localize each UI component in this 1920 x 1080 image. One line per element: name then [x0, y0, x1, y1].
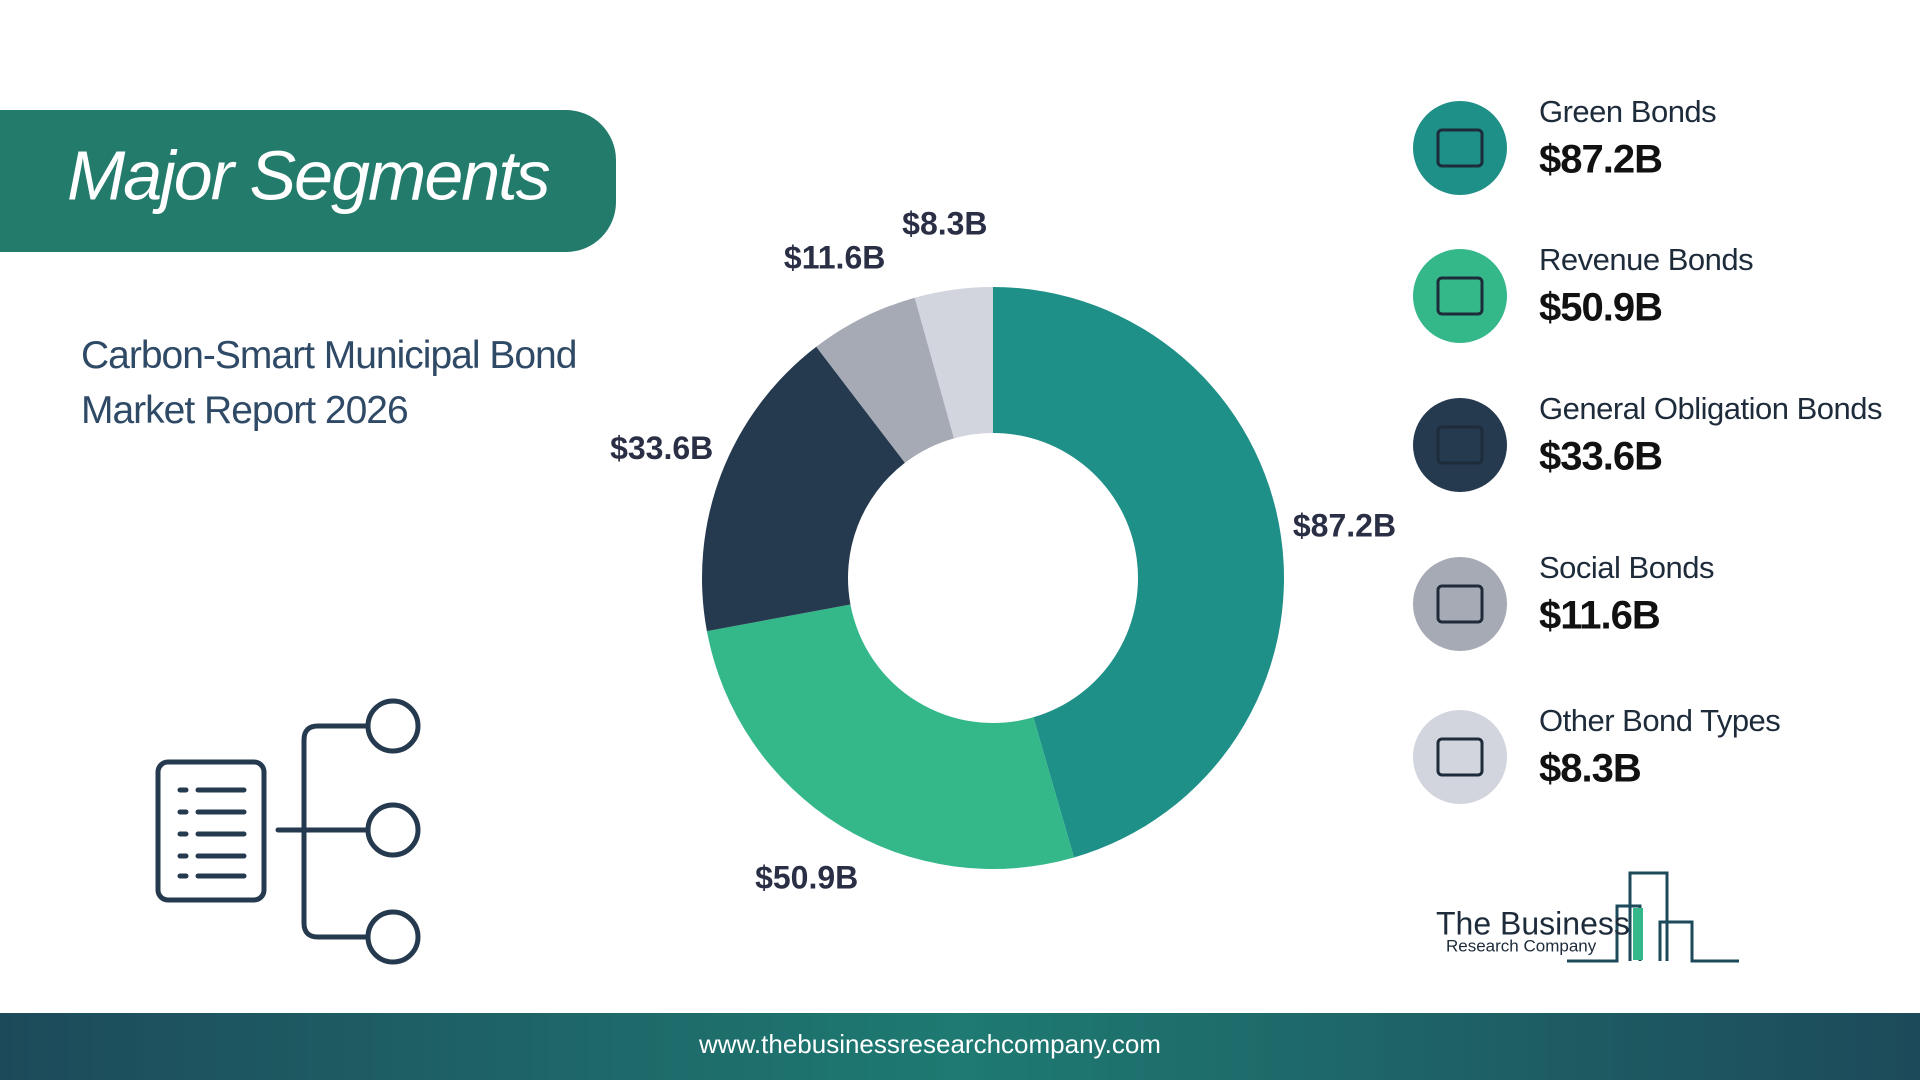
legend-glyph: [1436, 128, 1484, 168]
chart-subtitle: Carbon-Smart Municipal Bond Market Repor…: [81, 334, 577, 432]
donut-segment: [914, 287, 993, 439]
legend-icon: [1413, 101, 1507, 195]
legend-name: General Obligation Bonds: [1539, 391, 1882, 426]
legend-glyph: [1436, 425, 1484, 465]
legend-value: $33.6B: [1539, 435, 1662, 479]
donut-segment: [706, 604, 1074, 869]
legend-icon: [1413, 710, 1507, 804]
legend-glyph: [1436, 737, 1484, 777]
legend-name: Social Bonds: [1539, 550, 1714, 585]
chart-title: Major Segments: [67, 136, 550, 214]
legend-value: $50.9B: [1539, 286, 1662, 330]
legend-name: Other Bond Types: [1539, 703, 1780, 738]
footer-bar: [0, 1013, 1920, 1080]
logo-mark: [1567, 871, 1739, 963]
legend-glyph: [1436, 584, 1484, 624]
legend-icon: [1413, 249, 1507, 343]
data-label: $50.9B: [755, 860, 858, 896]
data-label: $11.6B: [784, 240, 885, 276]
legend-value: $8.3B: [1539, 747, 1641, 791]
legend-value: $87.2B: [1539, 138, 1662, 182]
donut-segment: [701, 346, 905, 632]
logo-tagline: Research Company: [1446, 936, 1597, 955]
legend-name: Green Bonds: [1539, 94, 1716, 129]
legend-icon: [1413, 557, 1507, 651]
logo-name: The Business: [1436, 905, 1630, 941]
legend-name: Revenue Bonds: [1539, 242, 1753, 277]
footer-url: www.thebusinessresearchcompany.com: [698, 1029, 1161, 1059]
legend-glyph: [1436, 276, 1484, 316]
legend-value: $11.6B: [1539, 594, 1660, 638]
segments-icon: [155, 698, 421, 965]
data-label: $87.2B: [1293, 508, 1396, 544]
donut-segment: [816, 297, 955, 463]
donut-segment: [993, 287, 1284, 858]
data-label: $33.6B: [610, 430, 713, 466]
legend-icon: [1413, 398, 1507, 492]
header-bar: [0, 110, 616, 252]
data-label: $8.3B: [902, 206, 987, 242]
